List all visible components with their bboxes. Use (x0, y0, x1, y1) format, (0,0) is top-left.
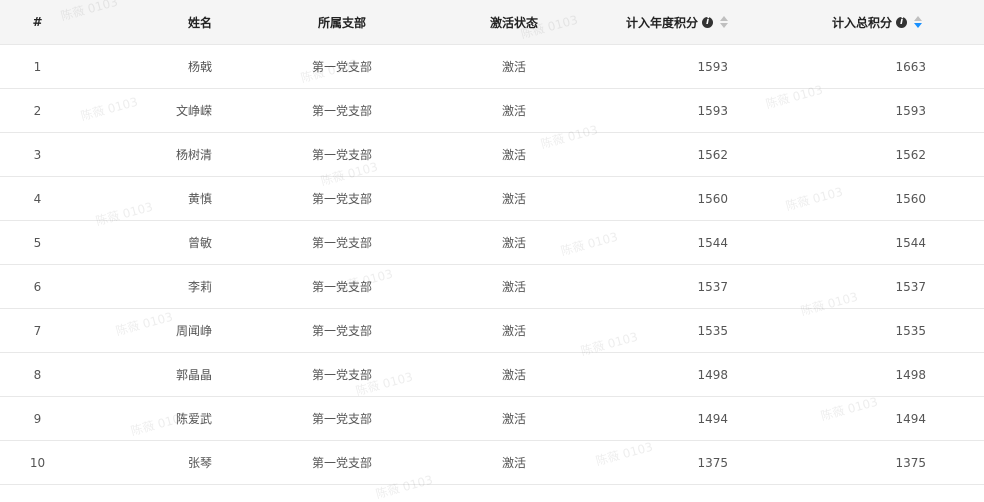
info-icon[interactable]: i (702, 16, 713, 28)
table-row[interactable]: 7 周闻峥 第一党支部 激活 1535 1535 (0, 308, 984, 353)
header-annual-points[interactable]: 计入年度积分 i (556, 0, 728, 45)
cell-name: 李莉 (75, 264, 212, 309)
cell-annual: 1535 (556, 308, 728, 353)
cell-annual: 1544 (556, 220, 728, 265)
cell-status: 激活 (472, 308, 556, 353)
cell-annual: 1593 (556, 44, 728, 89)
cell-branch: 第一党支部 (212, 132, 472, 177)
cell-total: 1498 (728, 352, 984, 397)
cell-name: 周闻峥 (75, 308, 212, 353)
sort-up-icon[interactable] (720, 16, 728, 21)
cell-total: 1494 (728, 396, 984, 441)
cell-name: 曾敏 (75, 220, 212, 265)
cell-branch: 第一党支部 (212, 440, 472, 485)
cell-name: 杨树清 (75, 132, 212, 177)
cell-total: 1560 (728, 176, 984, 221)
header-name: 姓名 (75, 0, 212, 45)
cell-branch: 第一党支部 (212, 220, 472, 265)
cell-annual: 1562 (556, 132, 728, 177)
cell-total: 1537 (728, 264, 984, 309)
cell-name: 黄慎 (75, 176, 212, 221)
cell-total: 1535 (728, 308, 984, 353)
cell-branch: 第一党支部 (212, 308, 472, 353)
cell-index: 3 (0, 132, 75, 177)
header-branch: 所属支部 (212, 0, 472, 45)
cell-status: 激活 (472, 176, 556, 221)
sort-down-icon[interactable] (720, 23, 728, 28)
cell-status: 激活 (472, 352, 556, 397)
cell-branch: 第一党支部 (212, 88, 472, 133)
header-total-label: 计入总积分 (831, 15, 892, 30)
cell-status: 激活 (472, 264, 556, 309)
table-header: # 姓名 所属支部 激活状态 计入年度积分 i 计入总积分 i (0, 0, 984, 45)
cell-status: 激活 (472, 132, 556, 177)
cell-annual: 1593 (556, 88, 728, 133)
header-total-points[interactable]: 计入总积分 i (728, 0, 984, 45)
cell-branch: 第一党支部 (212, 264, 472, 309)
cell-status: 激活 (472, 44, 556, 89)
cell-name: 郭晶晶 (75, 352, 212, 397)
header-status: 激活状态 (472, 0, 556, 45)
table-row[interactable]: 9 陈爱武 第一党支部 激活 1494 1494 (0, 396, 984, 441)
cell-total: 1663 (728, 44, 984, 89)
cell-index: 2 (0, 88, 75, 133)
table-row[interactable]: 3 杨树清 第一党支部 激活 1562 1562 (0, 132, 984, 177)
cell-total: 1544 (728, 220, 984, 265)
cell-status: 激活 (472, 440, 556, 485)
cell-total: 1375 (728, 440, 984, 485)
cell-name: 张琴 (75, 440, 212, 485)
cell-name: 杨戟 (75, 44, 212, 89)
cell-annual: 1498 (556, 352, 728, 397)
table-row[interactable]: 10 张琴 第一党支部 激活 1375 1375 (0, 440, 984, 485)
table-row[interactable]: 5 曾敏 第一党支部 激活 1544 1544 (0, 220, 984, 265)
cell-branch: 第一党支部 (212, 44, 472, 89)
cell-index: 8 (0, 352, 75, 397)
cell-status: 激活 (472, 88, 556, 133)
ranking-table: # 姓名 所属支部 激活状态 计入年度积分 i 计入总积分 i 1 杨戟 第一党支部 激活… (0, 0, 984, 485)
cell-index: 9 (0, 396, 75, 441)
sort-icon[interactable] (720, 16, 728, 28)
cell-annual: 1494 (556, 396, 728, 441)
cell-index: 4 (0, 176, 75, 221)
cell-total: 1593 (728, 88, 984, 133)
sort-up-icon[interactable] (914, 16, 922, 21)
cell-annual: 1537 (556, 264, 728, 309)
table-row[interactable]: 4 黄慎 第一党支部 激活 1560 1560 (0, 176, 984, 221)
cell-annual: 1560 (556, 176, 728, 221)
cell-index: 6 (0, 264, 75, 309)
cell-total: 1562 (728, 132, 984, 177)
cell-name: 文峥嵘 (75, 88, 212, 133)
cell-status: 激活 (472, 220, 556, 265)
info-icon[interactable]: i (896, 16, 907, 28)
cell-index: 5 (0, 220, 75, 265)
cell-annual: 1375 (556, 440, 728, 485)
cell-name: 陈爱武 (75, 396, 212, 441)
cell-branch: 第一党支部 (212, 396, 472, 441)
sort-icon[interactable] (914, 16, 922, 28)
table-row[interactable]: 6 李莉 第一党支部 激活 1537 1537 (0, 264, 984, 309)
cell-branch: 第一党支部 (212, 352, 472, 397)
header-index: # (0, 0, 75, 45)
sort-down-icon-active[interactable] (914, 23, 922, 28)
cell-index: 1 (0, 44, 75, 89)
table-row[interactable]: 2 文峥嵘 第一党支部 激活 1593 1593 (0, 88, 984, 133)
header-annual-label: 计入年度积分 (625, 15, 698, 30)
table-row[interactable]: 1 杨戟 第一党支部 激活 1593 1663 (0, 44, 984, 89)
cell-index: 10 (0, 440, 75, 485)
cell-index: 7 (0, 308, 75, 353)
table-row[interactable]: 8 郭晶晶 第一党支部 激活 1498 1498 (0, 352, 984, 397)
cell-branch: 第一党支部 (212, 176, 472, 221)
cell-status: 激活 (472, 396, 556, 441)
